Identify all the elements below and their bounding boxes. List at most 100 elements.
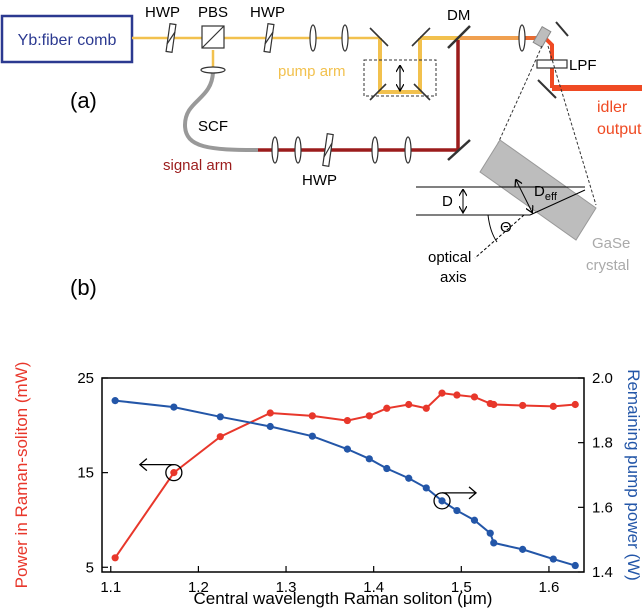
- raman-chart: 1.1 1.2 1.3 1.4 1.5 1.6 5 15 25 1.4 1.6 1.8 2.0 Ce…: [12, 362, 642, 608]
- theta-label: Θ: [500, 219, 512, 236]
- delay-stage-box: [363, 59, 437, 97]
- y-axis-label-right: Remaining pump power (W): [624, 369, 642, 581]
- series-line-left: [114, 392, 576, 559]
- x-tick-label: 1.2: [188, 579, 209, 596]
- x-tick-label: 1.1: [100, 579, 121, 596]
- delay-mirror-2: [411, 27, 431, 47]
- data-point-right: [405, 474, 413, 482]
- signal-fold-mirror: [447, 139, 471, 161]
- crystal-label-1: GaSe: [592, 235, 630, 252]
- optical-axis-line: [474, 214, 525, 259]
- data-point-right: [571, 561, 579, 570]
- data-point-left: [405, 400, 413, 409]
- data-point-left: [170, 469, 178, 477]
- signal-lens-4: [404, 136, 412, 164]
- data-point-left: [266, 409, 274, 417]
- panel-a: Yb:fiber comb: [0, 4, 642, 286]
- crystal-detail: [479, 139, 597, 241]
- panel-a-label: (a): [70, 88, 97, 113]
- data-point-left: [519, 401, 527, 410]
- optical-axis-label-1: optical: [428, 249, 471, 266]
- data-point-right: [383, 464, 391, 473]
- curved-mirror: [555, 21, 569, 37]
- x-tick-label: 1.3: [276, 579, 297, 596]
- data-point-right: [549, 555, 557, 563]
- data-point-right: [422, 484, 430, 492]
- y-axis-left: 5 15 25: [77, 370, 108, 576]
- data-point-right: [111, 397, 119, 405]
- scf-fiber: [182, 71, 259, 152]
- lpf-label: LPF: [569, 57, 597, 74]
- fold-mirror: [537, 79, 557, 99]
- signal-arm-label: signal arm: [163, 157, 232, 174]
- crystal-small: [532, 26, 552, 48]
- source-box: [0, 14, 134, 64]
- y-left-tick-label: 5: [86, 559, 94, 576]
- data-point-left: [111, 554, 119, 562]
- data-point-right: [170, 403, 178, 411]
- x-tick-label: 1.5: [451, 579, 472, 596]
- delay-mirror-3: [369, 83, 387, 101]
- lens-1: [309, 24, 317, 52]
- scf-label: SCF: [198, 118, 228, 135]
- hwp-axis-signal: [323, 142, 333, 158]
- data-point-right: [308, 432, 316, 440]
- pbs-label: PBS: [198, 4, 228, 21]
- zoom-line-right: [547, 45, 597, 206]
- x-axis-label: Central wavelength Raman soliton (μm): [194, 589, 493, 608]
- data-point-left: [308, 412, 316, 420]
- signal-lens-1: [271, 136, 279, 164]
- data-point-left: [383, 404, 391, 412]
- x-tick-label: 1.4: [363, 579, 384, 596]
- y-right-tick-label: 1.6: [592, 499, 613, 516]
- data-point-right: [343, 445, 351, 453]
- data-point-left: [343, 416, 351, 425]
- y-right-tick-label: 1.4: [592, 564, 613, 581]
- optical-axis-label-2: axis: [440, 269, 467, 286]
- hwp-signal-label: HWP: [302, 172, 337, 189]
- beam-edge-bottom-crystal: [529, 189, 586, 216]
- y-axis-right: 1.4 1.6 1.8 2.0: [578, 370, 613, 581]
- focus-lens: [518, 24, 526, 52]
- y-left-tick-label: 25: [77, 370, 94, 387]
- plot-frame: [101, 377, 585, 573]
- data-point-left: [365, 412, 373, 420]
- data-point-right: [490, 539, 498, 547]
- data-point-left: [453, 391, 461, 399]
- data-point-right: [438, 497, 446, 505]
- pump-arm-label: pump arm: [278, 63, 346, 80]
- data-point-right: [266, 422, 274, 431]
- hwp-axis-right: [264, 31, 274, 45]
- data-point-right: [519, 545, 527, 553]
- lpf-filter: [536, 59, 568, 69]
- d-eff-arrow: [516, 180, 532, 212]
- signal-lens-2: [294, 136, 302, 164]
- source-label: Yb:fiber comb: [18, 32, 117, 49]
- lens-2: [341, 24, 349, 52]
- delay-mirror-1: [369, 27, 389, 47]
- d-eff-label: Deff: [534, 183, 558, 203]
- x-axis: 1.1 1.2 1.3 1.4 1.5 1.6: [100, 566, 559, 596]
- dm-label: DM: [447, 7, 470, 24]
- signal-beam: [258, 40, 460, 152]
- hwp-left-label: HWP: [145, 4, 180, 21]
- data-point-left: [490, 400, 498, 409]
- marker-layer: [138, 458, 478, 510]
- crystal-label-2: crystal: [586, 257, 629, 274]
- data-point-left: [571, 400, 579, 409]
- data-point-left: [216, 433, 224, 441]
- axis-indicator-arrowhead: [138, 458, 148, 472]
- zoom-line-left: [494, 45, 543, 151]
- axis-indicator-arrowhead: [468, 486, 478, 500]
- y-right-tick-label: 1.8: [592, 435, 613, 452]
- data-point-left: [470, 393, 479, 401]
- data-point-left: [438, 389, 446, 397]
- delay-mirror-4: [413, 83, 431, 101]
- y-left-tick-label: 15: [77, 465, 94, 482]
- data-point-right: [486, 529, 494, 537]
- d-label: D: [442, 193, 453, 210]
- data-point-right: [453, 506, 461, 515]
- dichroic-mirror: [447, 25, 471, 49]
